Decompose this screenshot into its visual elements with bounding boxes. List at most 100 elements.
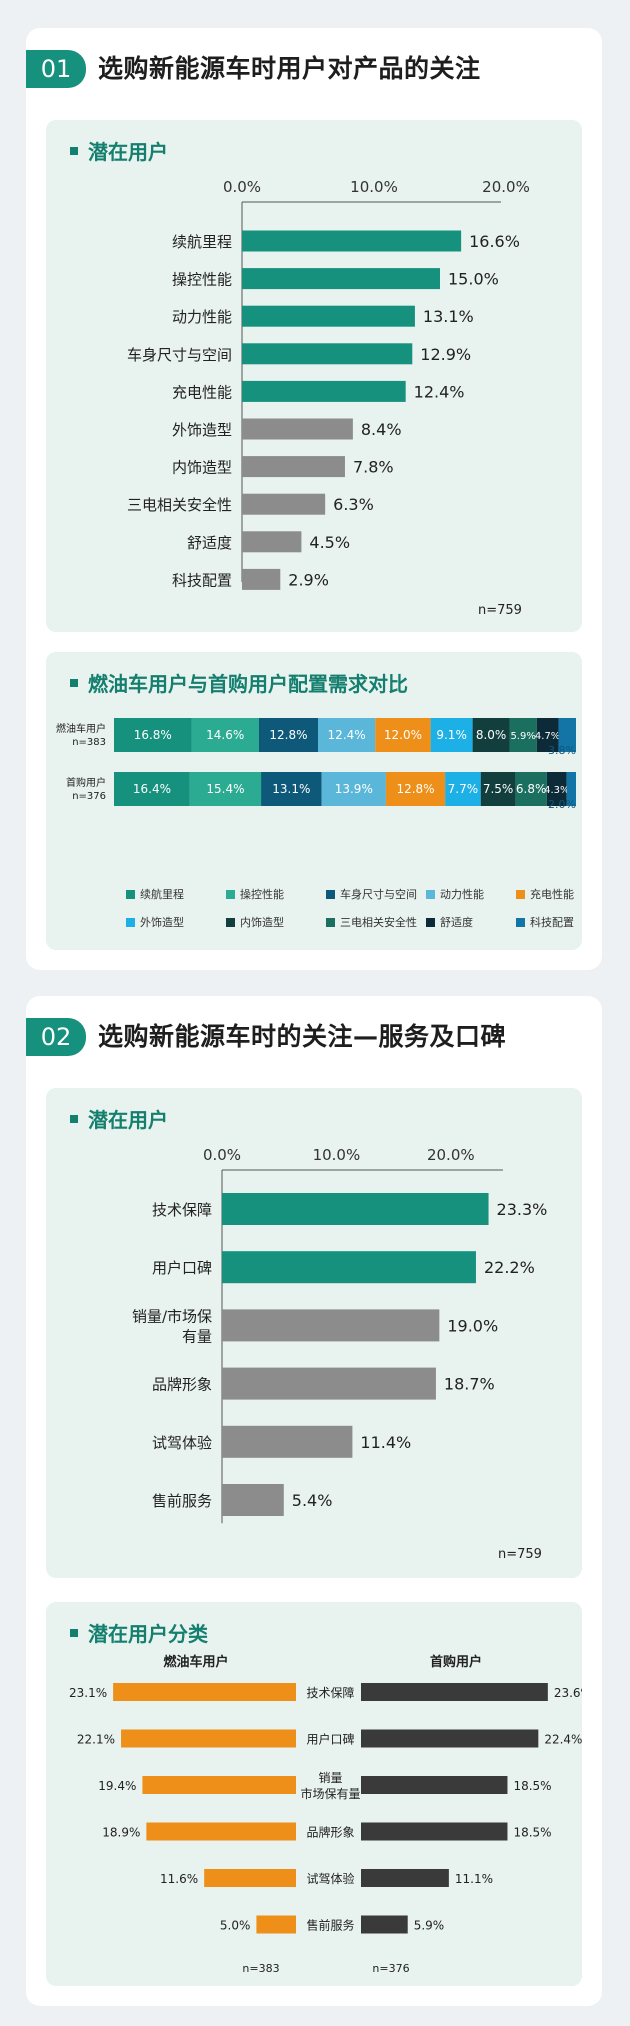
right-bar (361, 1915, 408, 1934)
category-label: 有量 (182, 1327, 212, 1345)
chart-panel-config-compare: 燃油车用户与首购用户配置需求对比 燃油车用户 n=383 16.8% 14.6% 12.… (46, 652, 582, 950)
legend-label: 三电相关安全性 (340, 915, 417, 929)
stacked-segment (189, 772, 262, 806)
category-label: 三电相关安全性 (127, 496, 232, 514)
panel-title: 燃油车用户与首购用户配置需求对比 (70, 668, 408, 697)
legend-swatch (126, 890, 135, 899)
bar (242, 380, 406, 402)
segment-label: 7.7% (448, 782, 479, 796)
row-sample-size: n=376 (72, 791, 106, 802)
segment-label: 12.0% (384, 728, 422, 742)
data-label: 22.2% (484, 1258, 535, 1277)
left-bar (256, 1915, 296, 1934)
stacked-segment (515, 772, 547, 806)
legend-label: 科技配置 (530, 915, 574, 929)
data-label: 16.6% (469, 232, 520, 251)
row-label: 燃油车用户 (56, 722, 106, 735)
panel-title: 潜在用户 (70, 1104, 168, 1133)
category-label: 舒适度 (187, 534, 232, 552)
data-label: 11.4% (360, 1433, 411, 1452)
stacked-segment (375, 718, 431, 752)
stacked-segment (472, 718, 510, 752)
category-label: 市场保有量 (300, 1786, 360, 1801)
left-bar (146, 1822, 296, 1841)
left-bar (121, 1729, 297, 1748)
category-label: 内饰造型 (172, 459, 232, 477)
category-label: 销量/市场保 (132, 1307, 212, 1325)
data-label: 5.4% (292, 1491, 333, 1510)
legend-swatch (226, 918, 235, 927)
chart-panel-potential-users: 潜在用户 0.0% 10.0% 20.0% 16.6% 续航里程 15.0% 操控性能 13.… (46, 120, 582, 632)
stacked-segment (558, 718, 576, 752)
category-label: 试驾体验 (152, 1434, 212, 1452)
legend-swatch (516, 890, 525, 899)
bar (242, 343, 413, 365)
legend-swatch (516, 918, 525, 927)
stacked-segment (536, 718, 559, 752)
stacked-segment (480, 772, 516, 806)
x-tick-label: 20.0% (482, 178, 530, 196)
left-data-label: 23.1% (69, 1686, 107, 1700)
right-bar (361, 1776, 508, 1794)
bar (242, 230, 462, 252)
category-label: 充电性能 (172, 383, 232, 401)
right-data-label: 18.5% (513, 1779, 551, 1793)
stacked-segment (318, 718, 376, 752)
stacked-segment (114, 772, 190, 806)
data-label: 23.3% (497, 1200, 548, 1219)
right-bar (361, 1729, 539, 1748)
left-data-label: 11.6% (160, 1872, 198, 1886)
x-tick-label: 0.0% (203, 1146, 241, 1164)
data-label: 2.9% (288, 570, 329, 589)
category-label: 品牌形象 (152, 1376, 212, 1394)
left-bar (204, 1869, 296, 1887)
stacked-segment (114, 718, 192, 752)
bar (242, 418, 353, 440)
stacked-segment (509, 718, 537, 752)
panel-title: 潜在用户分类 (70, 1618, 208, 1647)
right-bar (361, 1683, 548, 1701)
stacked-segment (261, 772, 322, 806)
section-title: 选购新能源车时用户对产品的关注 (98, 54, 481, 83)
stacked-segment (445, 772, 481, 806)
legend-swatch (126, 918, 135, 927)
section-card-1: 01 选购新能源车时用户对产品的关注 潜在用户 0.0% 10.0% 20.0% 16… (26, 28, 602, 970)
segment-label: 12.8% (269, 728, 307, 742)
category-label: 品牌形象 (306, 1826, 354, 1840)
category-label: 用户口碑 (306, 1732, 354, 1747)
left-data-label: 5.0% (220, 1919, 251, 1933)
segment-label: 12.8% (396, 782, 434, 796)
bar (242, 568, 281, 590)
category-label: 销量 (318, 1771, 342, 1785)
sample-size-note: n=759 (498, 1547, 542, 1562)
segment-label: 4.3% (544, 785, 569, 796)
bar (222, 1425, 353, 1458)
legend-label: 内饰造型 (240, 915, 284, 929)
butterfly-chart-user-classification: 燃油车用户 首购用户 23.1% 23.6% 技术保障 22.1% 22.4% 用户口碑 19.… (69, 1654, 582, 1975)
right-data-label: 18.5% (513, 1826, 551, 1840)
segment-label: 12.4% (328, 728, 366, 742)
stacked-segment (385, 772, 446, 806)
segment-label: 15.4% (206, 782, 244, 796)
category-label: 技术保障 (152, 1201, 212, 1219)
category-label: 试驾体验 (306, 1871, 354, 1886)
legend-swatch (326, 918, 335, 927)
legend-swatch (226, 890, 235, 899)
segment-label: 4.7% (535, 731, 560, 742)
section-header-1: 01 选购新能源车时用户对产品的关注 (26, 50, 586, 92)
category-label: 科技配置 (172, 571, 232, 589)
section-header-2: 02 选购新能源车时的关注—服务及口碑 (26, 1018, 586, 1060)
sample-size-note: n=759 (478, 603, 522, 618)
legend-label: 车身尺寸与空间 (340, 887, 417, 901)
right-data-label: 22.4% (544, 1733, 582, 1747)
segment-label: 13.1% (272, 782, 310, 796)
segment-label: 7.5% (483, 782, 514, 796)
row-label: 首购用户 (66, 776, 106, 789)
legend-label: 舒适度 (440, 915, 473, 929)
category-label: 车身尺寸与空间 (127, 346, 232, 364)
stacked-segment (258, 718, 318, 752)
x-tick-label: 0.0% (223, 178, 261, 196)
bar (242, 268, 440, 290)
left-sample-size: n=383 (242, 1962, 279, 1975)
right-sample-size: n=376 (372, 1962, 409, 1975)
